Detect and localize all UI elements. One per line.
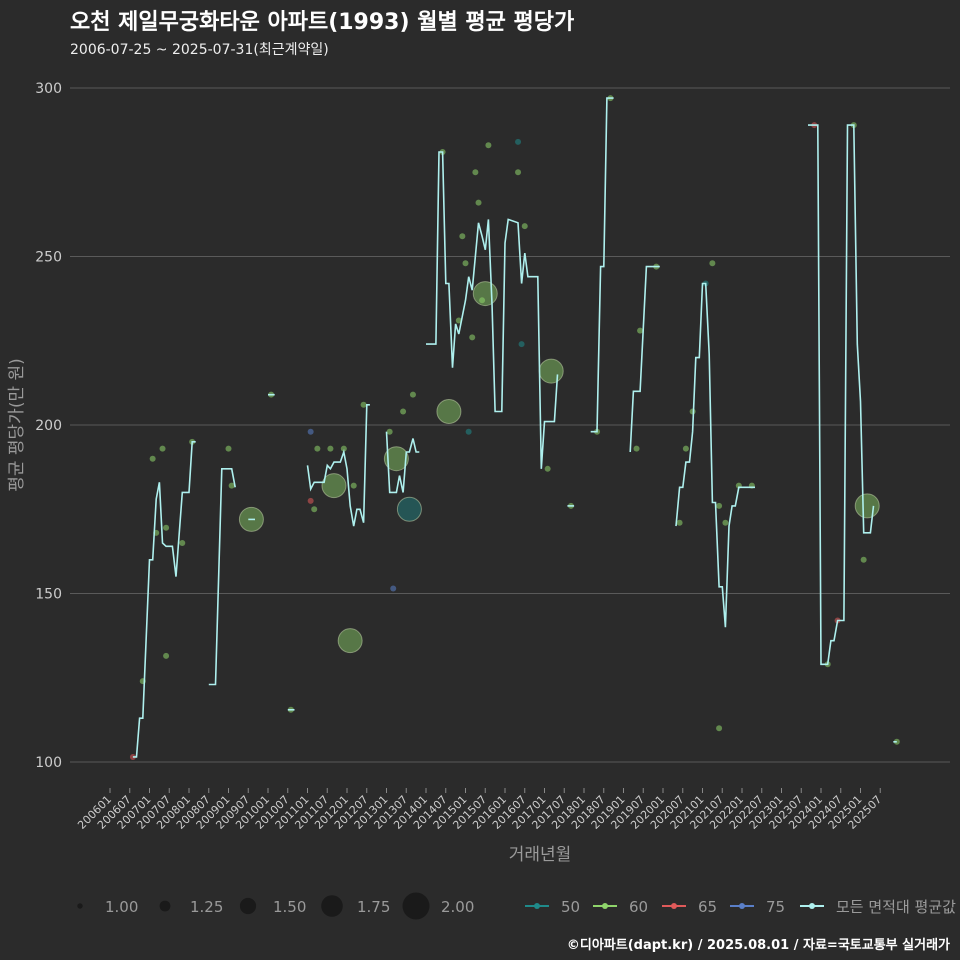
size-legend-key <box>239 897 257 915</box>
color-legend-label: 60 <box>629 898 648 916</box>
data-point <box>544 465 551 472</box>
size-legend-label: 1.75 <box>357 898 390 916</box>
color-legend-key-dot <box>671 903 677 909</box>
chart-subtitle: 2006-07-25 ~ 2025-07-31(최근계약일) <box>70 42 329 58</box>
size-legend-key <box>402 892 430 920</box>
size-legend-key <box>77 903 83 909</box>
avg-series-line <box>385 431 420 494</box>
color-legend-label: 65 <box>698 898 717 916</box>
avg-series-line <box>208 468 236 686</box>
data-point <box>386 428 393 435</box>
data-point <box>409 391 416 398</box>
data-point <box>307 428 314 435</box>
data-point <box>337 628 363 654</box>
data-point <box>314 445 321 452</box>
data-point <box>515 169 522 176</box>
data-point <box>436 399 462 425</box>
y-tick-label: 100 <box>35 755 62 771</box>
data-point <box>321 473 347 499</box>
data-point <box>459 233 466 240</box>
size-legend-key <box>159 900 171 912</box>
data-point <box>390 585 397 592</box>
chart-title: 오천 제일무궁화타운 아파트(1993) 월별 평균 평당가 <box>70 10 575 35</box>
data-point <box>350 482 357 489</box>
data-point <box>716 725 723 732</box>
data-point <box>383 446 409 472</box>
size-legend-label: 1.50 <box>273 898 306 916</box>
data-point <box>538 358 564 384</box>
data-point <box>179 539 186 546</box>
avg-series-line <box>590 97 614 433</box>
data-point <box>462 260 469 267</box>
color-legend-key-dot <box>739 903 745 909</box>
data-point <box>149 455 156 462</box>
data-point <box>311 506 318 513</box>
avg-series-line <box>132 441 196 758</box>
size-legend-label: 1.25 <box>190 898 223 916</box>
data-point <box>455 317 462 324</box>
data-point <box>893 738 900 745</box>
avg-series-line <box>808 124 875 666</box>
data-point <box>633 445 640 452</box>
color-legend-key-dot <box>602 903 608 909</box>
data-point <box>709 260 716 267</box>
data-point <box>475 199 482 206</box>
size-legend-label: 2.00 <box>441 898 474 916</box>
data-point <box>722 519 729 526</box>
data-point <box>716 502 723 509</box>
data-point <box>472 281 498 307</box>
data-point <box>228 482 235 489</box>
avg-series-line <box>426 151 559 469</box>
avg-series-line <box>306 404 370 527</box>
y-tick-label: 200 <box>35 418 62 434</box>
y-axis-title: 평균 평당가(만 원) <box>7 358 27 492</box>
data-point <box>472 169 479 176</box>
data-point <box>307 497 314 504</box>
data-point <box>469 334 476 341</box>
data-point <box>854 493 880 519</box>
data-point <box>515 138 522 145</box>
color-legend-key-dot <box>534 903 540 909</box>
data-point <box>518 341 525 348</box>
size-legend-key <box>321 895 343 917</box>
data-point <box>400 408 407 415</box>
data-point <box>485 142 492 149</box>
data-point <box>860 556 867 563</box>
y-tick-label: 250 <box>35 250 62 266</box>
data-point <box>682 445 689 452</box>
y-tick-label: 150 <box>35 587 62 603</box>
data-point <box>676 519 683 526</box>
data-point <box>340 445 347 452</box>
data-point <box>465 428 472 435</box>
avg-series-line <box>675 282 755 628</box>
data-point <box>163 524 170 531</box>
data-point <box>327 445 334 452</box>
data-point <box>159 445 166 452</box>
avg-series-line <box>629 265 660 453</box>
data-point <box>479 297 486 304</box>
data-point <box>360 401 367 408</box>
x-axis-title: 거래년월 <box>509 845 572 865</box>
color-legend-key-dot <box>809 903 815 909</box>
data-point <box>163 652 170 659</box>
data-point <box>637 327 644 334</box>
size-legend-label: 1.00 <box>105 898 138 916</box>
chart-caption: ©디아파트(dapt.kr) / 2025.08.01 / 자료=국토교통부 실… <box>566 938 950 953</box>
y-tick-label: 300 <box>35 81 62 97</box>
data-point <box>396 496 422 522</box>
color-legend-label: 75 <box>766 898 785 916</box>
data-point <box>225 445 232 452</box>
color-legend-label: 모든 면적대 평균값 <box>836 898 956 916</box>
color-legend-label: 50 <box>561 898 580 916</box>
data-point <box>521 223 528 230</box>
